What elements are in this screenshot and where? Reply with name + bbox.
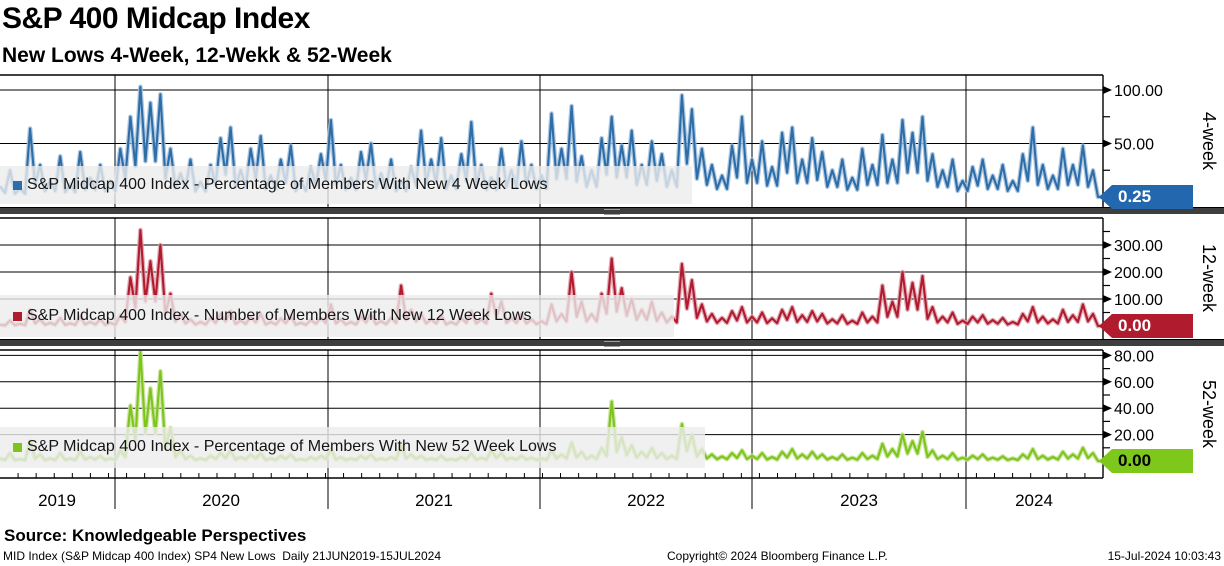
- legend-marker-12-week: [13, 312, 22, 321]
- y-tick-label: 300.00: [1114, 238, 1163, 255]
- chart-subtitle: New Lows 4-Week, 12-Wekk & 52-Week: [2, 44, 392, 67]
- chart-canvas[interactable]: 50.00 100.00 100.00 200.00 300.00 20.00 40.00 6…: [0, 0, 1224, 520]
- y-tick-label: 40.00: [1114, 401, 1154, 418]
- footer-copyright: Copyright© 2024 Bloomberg Finance L.P.: [667, 549, 888, 563]
- tick-arrow-icon: [1103, 241, 1112, 249]
- panel-divider-line: [0, 207, 1224, 208]
- legend-marker-52-week: [13, 443, 22, 452]
- source-note: Source: Knowledgeable Perspectives: [4, 526, 307, 545]
- year-label-2023: 2023: [840, 491, 878, 510]
- year-label-2020: 2020: [202, 491, 240, 510]
- value-tag-12-week: 0.00: [1099, 314, 1193, 338]
- legend-marker-4-week: [13, 181, 22, 190]
- panel-separator-1[interactable]: [0, 208, 1224, 214]
- legend-label-4-week: S&P Midcap 400 Index - Percentage of Mem…: [27, 176, 548, 193]
- legend-band: [0, 295, 674, 337]
- y-tick-label: 200.00: [1114, 265, 1163, 282]
- value-tag-4-week: 0.25: [1099, 185, 1193, 209]
- tick-arrow-icon: [1103, 295, 1112, 303]
- tick-arrow-icon: [1103, 430, 1112, 439]
- year-label-2019: 2019: [38, 491, 76, 510]
- panel-divider-line: [0, 339, 1224, 340]
- axis-title-52-week: 52-week: [1199, 379, 1219, 449]
- tick-arrow-icon: [1103, 377, 1112, 386]
- chart-title: S&P 400 Midcap Index: [2, 2, 310, 35]
- y-tick-label: 60.00: [1114, 375, 1154, 392]
- y-tick-label: 100.00: [1114, 292, 1163, 309]
- tick-arrow-icon: [1103, 404, 1112, 413]
- value-tag-52-week: 0.00: [1099, 449, 1193, 473]
- tick-arrow-icon: [1103, 351, 1112, 360]
- axis-title-4-week: 4-week: [1199, 111, 1219, 171]
- legend-label-12-week: S&P Midcap 400 Index - Number of Members…: [27, 307, 532, 324]
- legend-band: [0, 427, 705, 468]
- separator-handle-icon[interactable]: [604, 341, 620, 347]
- separator-handle-icon[interactable]: [604, 209, 620, 215]
- y-tick-label: 50.00: [1114, 137, 1154, 154]
- year-label-2021: 2021: [415, 491, 453, 510]
- axis-title-12-week: 12-week: [1199, 244, 1219, 313]
- legend-band: [0, 166, 692, 204]
- tick-arrow-icon: [1103, 268, 1112, 276]
- year-label-2024: 2024: [1015, 491, 1053, 510]
- tick-arrow-icon: [1103, 86, 1112, 94]
- year-label-2022: 2022: [627, 491, 665, 510]
- tick-arrow-icon: [1103, 139, 1112, 148]
- panel-separator-2[interactable]: [0, 340, 1224, 346]
- legend-label-52-week: S&P Midcap 400 Index - Percentage of Mem…: [27, 438, 557, 455]
- footer-timestamp: 15-Jul-2024 10:03:43: [1107, 549, 1221, 563]
- footer-security-info: MID Index (S&P Midcap 400 Index) SP4 New…: [3, 549, 441, 563]
- y-tick-label: 20.00: [1114, 428, 1154, 445]
- y-tick-label: 80.00: [1114, 348, 1154, 365]
- y-tick-label: 100.00: [1114, 83, 1163, 100]
